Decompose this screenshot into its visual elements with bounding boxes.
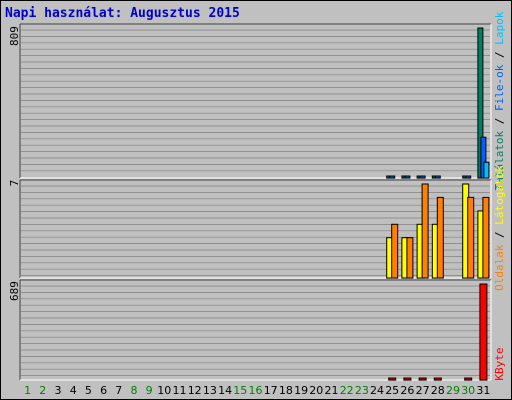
- x-tick-label-day-17: 17: [264, 384, 278, 397]
- bar-visits-Oldalak-day-28: [436, 196, 444, 279]
- x-tick-label-day-31: 31: [476, 384, 490, 397]
- x-tick-label-day-11: 11: [173, 384, 187, 397]
- legend-entry: Találatok: [493, 130, 506, 190]
- x-tick-label-day-24: 24: [370, 384, 384, 397]
- x-tick-label-day-25: 25: [385, 384, 399, 397]
- x-tick-label-day-14: 14: [218, 384, 232, 397]
- legend-entry: File-ok: [493, 64, 506, 111]
- bar-hits-File-ok-day-26: [404, 175, 411, 179]
- panel-kbytes-background: [20, 280, 491, 380]
- bar-kbytes-KByte-day-26: [403, 377, 412, 381]
- panel-kbytes-legend: KByte: [493, 347, 506, 380]
- bar-hits-File-ok-day-27: [419, 175, 426, 179]
- x-tick-label-day-20: 20: [309, 384, 323, 397]
- x-tick-label-day-13: 13: [203, 384, 217, 397]
- panel-kbytes-ymax-label: 689: [8, 281, 21, 301]
- bar-hits-File-ok-day-25: [389, 175, 396, 179]
- x-tick-label-day-23: 23: [355, 384, 369, 397]
- bar-visits-Oldalak-day-31: [482, 196, 490, 279]
- legend-entry: /: [493, 111, 506, 131]
- legend-entry: KByte: [493, 347, 506, 380]
- x-tick-label-day-27: 27: [416, 384, 430, 397]
- x-tick-label-day-16: 16: [249, 384, 263, 397]
- x-tick-label-day-21: 21: [325, 384, 339, 397]
- legend-entry: Lapok: [493, 11, 506, 44]
- legend-entry: Látogatók: [493, 165, 506, 225]
- x-tick-label-day-4: 4: [70, 384, 77, 397]
- x-tick-label-day-8: 8: [131, 384, 138, 397]
- bar-visits-Oldalak-day-25: [391, 223, 399, 279]
- bar-kbytes-KByte-day-31: [479, 283, 488, 381]
- bar-visits-Oldalak-day-27: [421, 183, 429, 279]
- x-tick-label-day-30: 30: [461, 384, 475, 397]
- x-tick-label-day-18: 18: [279, 384, 293, 397]
- x-tick-label-day-26: 26: [400, 384, 414, 397]
- bar-kbytes-KByte-day-30: [464, 377, 473, 381]
- panel-hits-legend: Találatok / File-ok / Lapok: [493, 11, 506, 190]
- x-tick-label-day-10: 10: [157, 384, 171, 397]
- panel-visits-legend: Oldalak / Látogatók: [493, 165, 506, 291]
- x-tick-label-day-3: 3: [55, 384, 62, 397]
- x-tick-label-day-12: 12: [188, 384, 202, 397]
- bar-hits-Lapok-day-31: [483, 161, 490, 179]
- bar-kbytes-KByte-day-28: [433, 377, 442, 381]
- x-tick-label-day-28: 28: [431, 384, 445, 397]
- panel-hits-ymax-label: 809: [8, 26, 21, 46]
- bar-kbytes-KByte-day-27: [418, 377, 427, 381]
- x-tick-label-day-1: 1: [24, 384, 31, 397]
- bar-hits-File-ok-day-28: [434, 175, 441, 179]
- legend-entry: /: [493, 225, 506, 245]
- bar-visits-Oldalak-day-26: [406, 237, 414, 279]
- chart-title: Napi használat: Augusztus 2015: [5, 6, 240, 21]
- x-tick-label-day-29: 29: [446, 384, 460, 397]
- x-tick-label-day-22: 22: [340, 384, 354, 397]
- legend-entry: Oldalak: [493, 244, 506, 291]
- x-tick-label-day-7: 7: [115, 384, 122, 397]
- x-tick-label-day-9: 9: [146, 384, 153, 397]
- x-tick-label-day-15: 15: [233, 384, 247, 397]
- legend-entry: /: [493, 45, 506, 65]
- panel-hits-background: [20, 24, 491, 178]
- x-tick-label-day-2: 2: [39, 384, 46, 397]
- x-tick-label-day-5: 5: [85, 384, 92, 397]
- x-tick-label-day-6: 6: [100, 384, 107, 397]
- bar-hits-File-ok-day-30: [465, 175, 472, 179]
- bar-kbytes-KByte-day-25: [388, 377, 397, 381]
- panel-visits-ymax-label: 7: [8, 180, 21, 187]
- bar-visits-Oldalak-day-30: [467, 196, 475, 279]
- x-tick-label-day-19: 19: [294, 384, 308, 397]
